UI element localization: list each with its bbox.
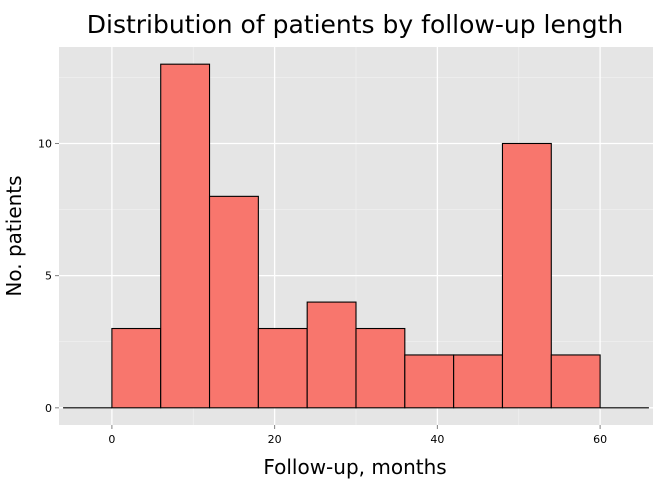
histogram-bar xyxy=(501,142,552,409)
x-tick-label: 20 xyxy=(268,433,282,446)
x-tick-label: 40 xyxy=(430,433,444,446)
histogram-bar xyxy=(111,327,162,409)
y-tick-label: 5 xyxy=(45,270,52,283)
histogram-bar xyxy=(355,327,406,409)
histogram-bar xyxy=(306,301,357,409)
histogram-bar xyxy=(208,195,259,409)
x-axis-ticks: 0 20 40 60 xyxy=(108,425,607,446)
histogram-bar xyxy=(453,354,504,409)
y-axis-label: No. patients xyxy=(2,175,26,296)
chart-title: Distribution of patients by follow-up le… xyxy=(87,10,624,39)
histogram-bar xyxy=(404,354,455,409)
y-tick-label: 10 xyxy=(38,137,52,150)
histogram-bar xyxy=(160,63,211,409)
histogram-bars xyxy=(63,63,649,409)
histogram-bar xyxy=(550,354,601,409)
x-tick-label: 0 xyxy=(108,433,115,446)
y-axis-ticks: 0 5 10 xyxy=(38,137,59,415)
histogram-bar xyxy=(257,327,308,409)
x-axis-label: Follow-up, months xyxy=(263,455,446,479)
y-tick-label: 0 xyxy=(45,402,52,415)
x-tick-label: 60 xyxy=(593,433,607,446)
